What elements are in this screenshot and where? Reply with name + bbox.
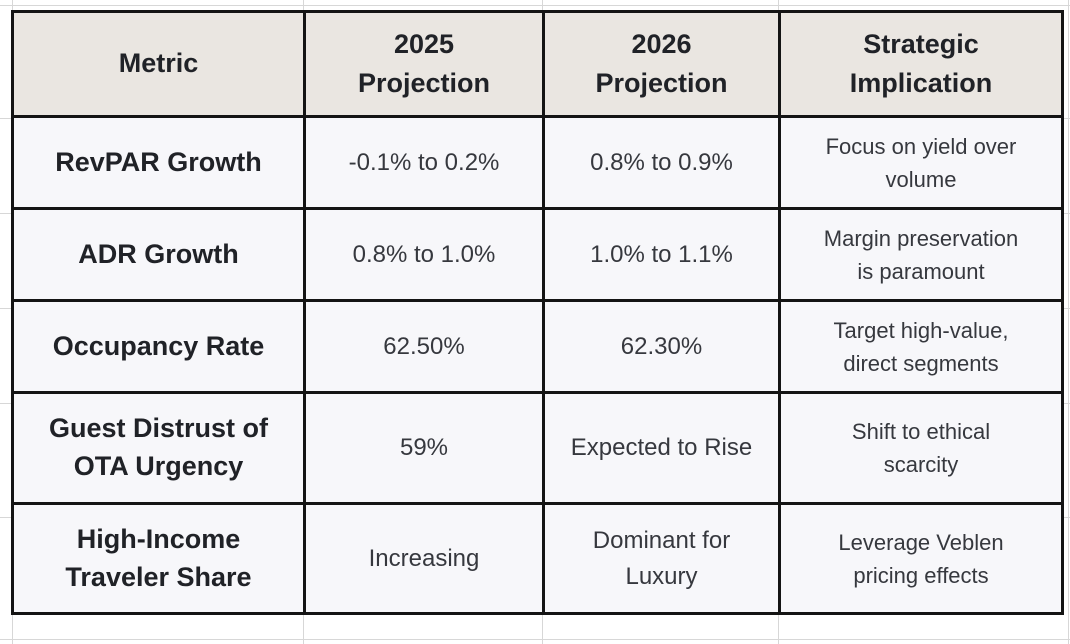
projection-2026-cell: 1.0% to 1.1% [542,207,781,302]
column-header-2025-projection: 2025 Projection [303,10,545,118]
projection-2026-cell: Expected to Rise [542,391,781,505]
metric-cell: Guest Distrust of OTA Urgency [11,391,306,505]
table-header-row: Metric 2025 Projection 2026 Projection S… [11,10,1064,118]
implication-cell: Leverage Veblen pricing effects [778,502,1064,615]
metric-cell: ADR Growth [11,207,306,302]
projection-2025-cell: Increasing [303,502,545,615]
implication-cell: Margin preservation is paramount [778,207,1064,302]
metric-cell: High-Income Traveler Share [11,502,306,615]
grid-line-vertical [1068,0,1069,644]
projection-2026-cell: Dominant for Luxury [542,502,781,615]
projection-2025-cell: 62.50% [303,299,545,394]
projection-2025-cell: -0.1% to 0.2% [303,115,545,210]
column-header-metric: Metric [11,10,306,118]
table-row-revpar-growth: RevPAR Growth -0.1% to 0.2% 0.8% to 0.9%… [11,115,1064,210]
projection-2025-cell: 0.8% to 1.0% [303,207,545,302]
grid-line-horizontal [0,5,1070,6]
table-row-high-income-share: High-Income Traveler Share Increasing Do… [11,502,1064,615]
projection-2025-cell: 59% [303,391,545,505]
grid-line-horizontal [0,639,1070,640]
column-header-2026-projection: 2026 Projection [542,10,781,118]
projections-table: Metric 2025 Projection 2026 Projection S… [11,10,1064,615]
table-row-guest-distrust: Guest Distrust of OTA Urgency 59% Expect… [11,391,1064,505]
table-row-adr-growth: ADR Growth 0.8% to 1.0% 1.0% to 1.1% Mar… [11,207,1064,302]
table-row-occupancy-rate: Occupancy Rate 62.50% 62.30% Target high… [11,299,1064,394]
projection-2026-cell: 0.8% to 0.9% [542,115,781,210]
metric-cell: RevPAR Growth [11,115,306,210]
projection-2026-cell: 62.30% [542,299,781,394]
implication-cell: Focus on yield over volume [778,115,1064,210]
column-header-strategic-implication: Strategic Implication [778,10,1064,118]
implication-cell: Target high-value, direct segments [778,299,1064,394]
implication-cell: Shift to ethical scarcity [778,391,1064,505]
metric-cell: Occupancy Rate [11,299,306,394]
